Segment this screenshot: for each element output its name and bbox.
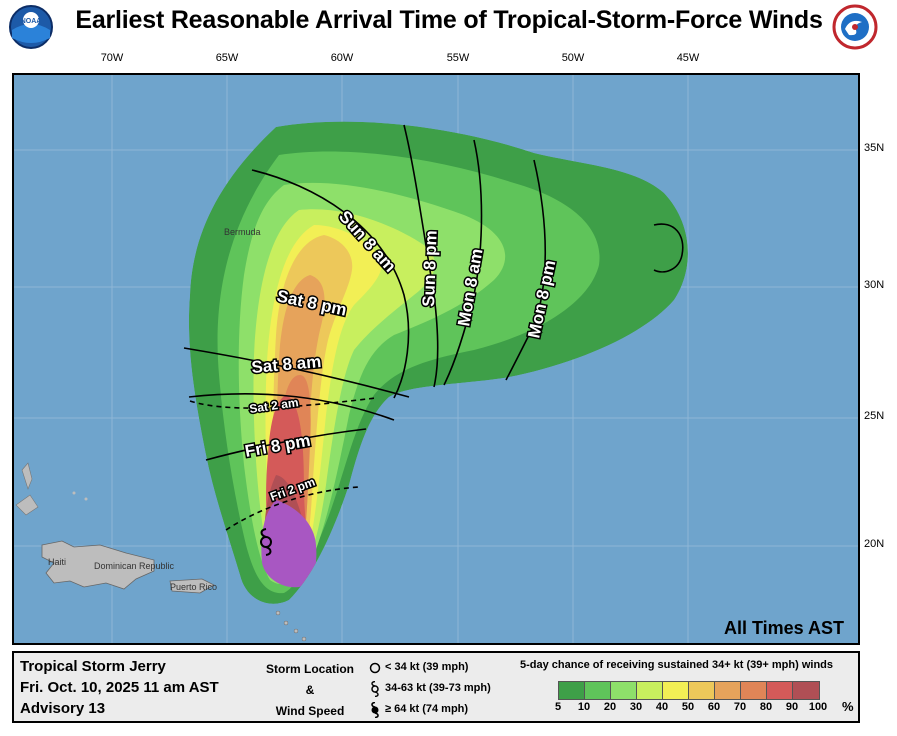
lon-label: 55W xyxy=(446,52,470,64)
legend-value: 10 xyxy=(577,701,591,713)
legend-value: 20 xyxy=(603,701,617,713)
key-label: ≥ 64 kt (74 mph) xyxy=(385,703,469,715)
legend-value: 60 xyxy=(707,701,721,713)
percent-sign: % xyxy=(842,699,854,714)
puerto-rico xyxy=(169,578,215,594)
page-title: Earliest Reasonable Arrival Time of Trop… xyxy=(75,6,823,34)
time-label-sat-2am: Sat 2 am xyxy=(248,395,299,416)
place-label-puerto-rico: Puerto Rico xyxy=(170,582,217,592)
legend-value: 30 xyxy=(629,701,643,713)
legend-swatch xyxy=(611,682,637,699)
hurricane-icon xyxy=(371,701,379,718)
legend-value: 100 xyxy=(808,701,828,713)
storm-info: Tropical Storm Jerry Fri. Oct. 10, 2025 … xyxy=(20,656,219,719)
storm-location-icon xyxy=(260,528,272,556)
lon-label: 70W xyxy=(100,52,124,64)
advisory-number: Advisory 13 xyxy=(20,700,106,717)
svg-text:NOAA: NOAA xyxy=(21,18,42,25)
legend-title: 5-day chance of receiving sustained 34+ … xyxy=(520,659,833,671)
legend-swatch xyxy=(663,682,689,699)
lon-label: 45W xyxy=(676,52,700,64)
storm-location-key: < 34 kt (39 mph) 34-63 kt (39-73 mph) ≥ … xyxy=(369,657,491,720)
legend-value: 70 xyxy=(733,701,747,713)
footer-legend: Tropical Storm Jerry Fri. Oct. 10, 2025 … xyxy=(12,651,860,723)
header: NOAA Earliest Reasonable Arrival Time of… xyxy=(0,0,897,72)
place-label-haiti: Haiti xyxy=(48,557,66,567)
lon-label: 65W xyxy=(215,52,239,64)
wind-speed-label: Wind Speed xyxy=(275,704,345,718)
map-panel: Fri 2 pm Fri 8 pm Sat 2 am Sat 8 am Sat … xyxy=(12,73,860,645)
legend-value: 5 xyxy=(554,701,562,713)
longitude-labels: 70W 65W 60W 55W 50W 45W xyxy=(0,52,897,70)
legend-swatch xyxy=(715,682,741,699)
storm-location-key-label: Storm Location & Wind Speed xyxy=(260,659,360,722)
land xyxy=(15,462,307,642)
legend-value: 90 xyxy=(785,701,799,713)
place-label-dominican-republic: Dominican Republic xyxy=(94,561,175,571)
storm-name: Tropical Storm Jerry xyxy=(20,658,166,675)
legend-value: 80 xyxy=(759,701,773,713)
issued-time: Fri. Oct. 10, 2025 11 am AST xyxy=(20,679,219,696)
wind-probability-cone xyxy=(188,121,688,604)
circle-icon xyxy=(369,662,381,673)
time-label-sun-8pm: Sun 8 pm xyxy=(419,230,441,307)
lat-label: 20N xyxy=(864,538,885,550)
key-label: < 34 kt (39 mph) xyxy=(385,661,469,673)
legend-value: 50 xyxy=(681,701,695,713)
color-scale-labels: 5 10 20 30 40 50 60 70 80 90 100 xyxy=(554,701,854,717)
tropical-storm-icon xyxy=(371,680,379,697)
dashed-contours xyxy=(189,397,377,531)
lat-label: 30N xyxy=(864,279,885,291)
place-label-bermuda: Bermuda xyxy=(224,227,261,237)
legend-swatch xyxy=(585,682,611,699)
all-times-note: All Times AST xyxy=(723,618,844,638)
hispaniola xyxy=(41,540,155,590)
legend-swatch xyxy=(767,682,793,699)
lat-label: 25N xyxy=(864,410,885,422)
place-labels: Bermuda Haiti Dominican Republic Puerto … xyxy=(48,227,261,592)
lon-label: 60W xyxy=(330,52,354,64)
legend-swatch xyxy=(689,682,715,699)
key-row: < 34 kt (39 mph) xyxy=(369,657,491,678)
key-label: 34-63 kt (39-73 mph) xyxy=(385,682,491,694)
ampersand-label: & xyxy=(305,683,315,697)
lat-label: 35N xyxy=(864,142,885,154)
key-row: ≥ 64 kt (74 mph) xyxy=(369,699,491,720)
legend-swatch xyxy=(559,682,585,699)
legend-value: 40 xyxy=(655,701,669,713)
noaa-logo-icon: NOAA xyxy=(9,5,53,49)
key-row: 34-63 kt (39-73 mph) xyxy=(369,678,491,699)
legend-swatch xyxy=(741,682,767,699)
legend-swatch xyxy=(637,682,663,699)
color-scale xyxy=(558,681,820,700)
lon-label: 50W xyxy=(561,52,585,64)
storm-location-label: Storm Location xyxy=(265,662,354,676)
forecast-map: Fri 2 pm Fri 8 pm Sat 2 am Sat 8 am Sat … xyxy=(14,75,858,643)
nws-logo-icon xyxy=(832,4,878,50)
legend-swatch xyxy=(793,682,819,699)
arrival-time-contours xyxy=(183,124,684,461)
